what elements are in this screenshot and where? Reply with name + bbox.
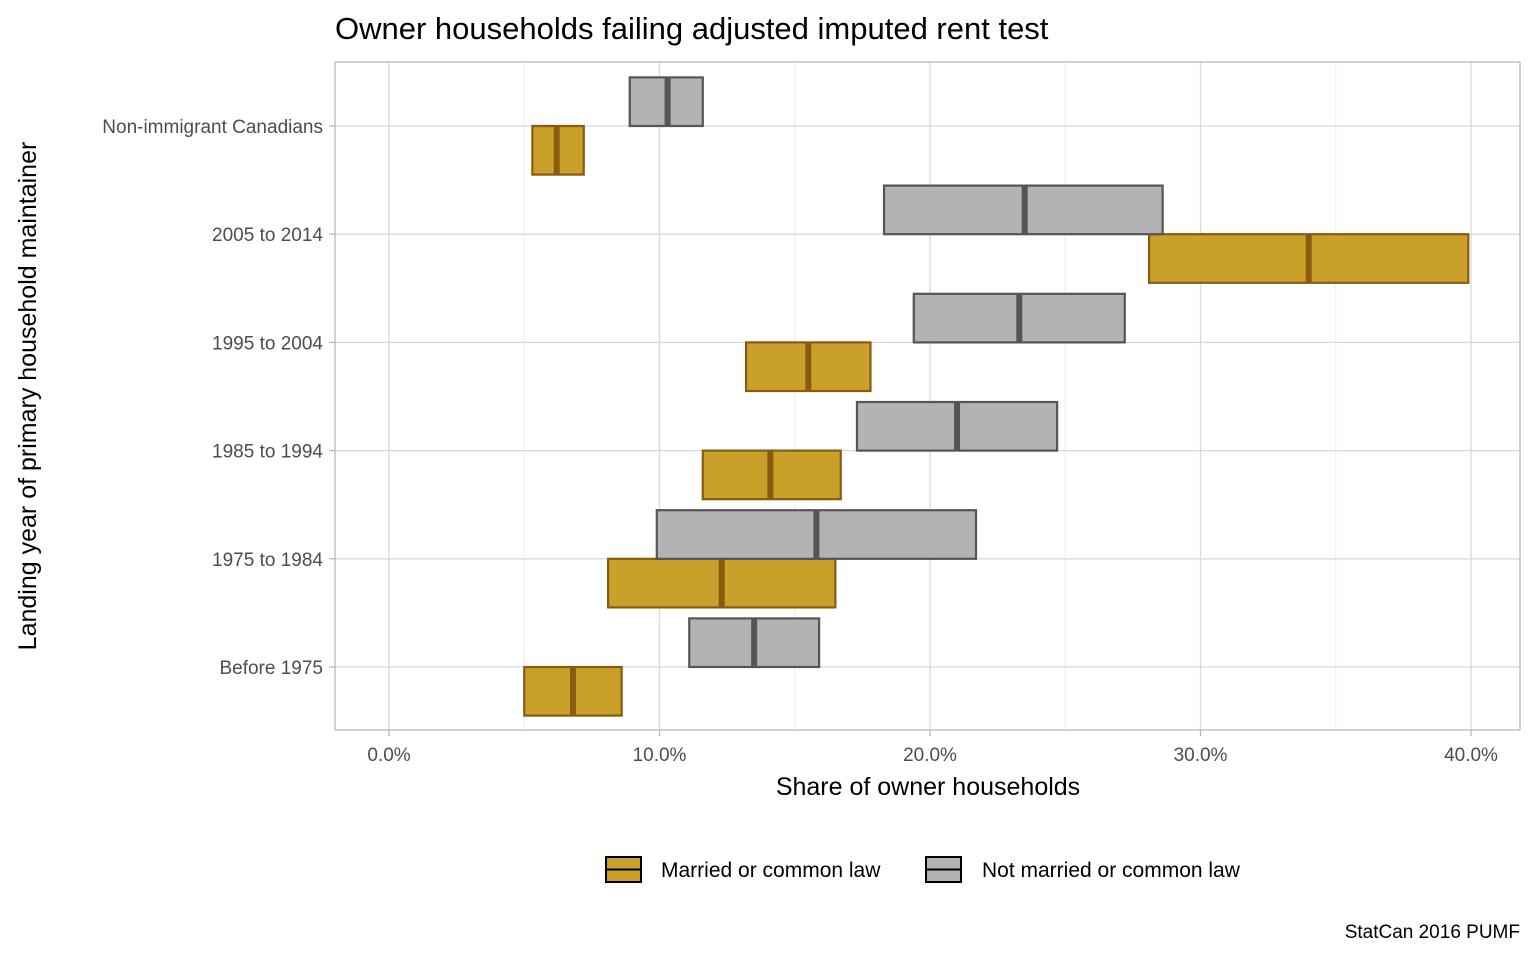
legend-label: Married or common law [661, 859, 881, 882]
y-tick-label: 1995 to 2004 [212, 333, 323, 354]
x-axis-title: Share of owner households [776, 773, 1080, 801]
y-axis: Before 1975 1975 to 1984 1985 to 1994 1995 … [102, 117, 335, 679]
x-tick-label: 40.0% [1444, 745, 1498, 766]
x-tick-label: 30.0% [1174, 745, 1228, 766]
caption: StatCan 2016 PUMF [1345, 922, 1520, 943]
y-tick-label: Before 1975 [219, 658, 323, 679]
legend-label: Not married or common law [982, 859, 1241, 882]
y-tick-label: 2005 to 2014 [212, 225, 323, 246]
x-tick-label: 10.0% [633, 745, 687, 766]
legend: Married or common law Not married or comm… [605, 856, 1241, 883]
y-axis-title: Landing year of primary household mainta… [14, 142, 42, 651]
plot-panel-border [334, 61, 1521, 731]
gridlines [335, 62, 1520, 730]
x-tick-label: 0.0% [367, 745, 410, 766]
x-tick-label: 20.0% [903, 745, 957, 766]
x-axis: 0.0% 10.0% 20.0% 30.0% 40.0% [367, 730, 1498, 766]
crossbars [523, 76, 1470, 717]
y-tick-label: 1975 to 1984 [212, 550, 323, 571]
y-tick-label: 1985 to 1994 [212, 442, 323, 463]
y-tick-label: Non-immigrant Canadians [102, 117, 323, 138]
chart-title: Owner households failing adjusted impute… [335, 11, 1049, 46]
